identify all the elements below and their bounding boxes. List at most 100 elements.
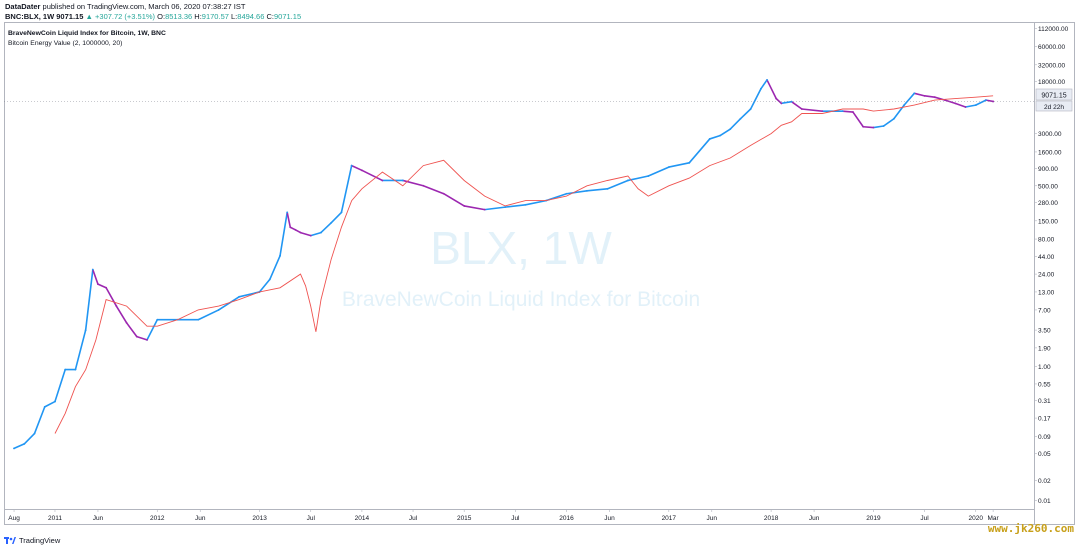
price-segment [766,79,778,100]
legend-series-indicator[interactable]: Bitcoin Energy Value (2, 1000000, 20) [8,40,123,47]
price-point [841,110,844,113]
price-segment [760,79,768,90]
price-segment [985,99,994,103]
price-point [54,400,56,403]
price-point [289,226,292,229]
price-point [821,110,824,113]
x-tick-label: 2017 [662,515,677,522]
y-tick-label: 112000.00 [1038,26,1069,33]
watermark-symbol: BLX, 1W [430,222,612,274]
price-point [766,79,768,81]
price-point [422,184,425,187]
price-segment [862,125,875,129]
price-segment [97,283,107,289]
low-value: 8494.66 [237,12,265,21]
price-segment [197,309,220,321]
price-point [294,228,297,231]
price-point [268,278,271,281]
x-tick-label: Jul [307,515,316,522]
price-point [729,128,732,131]
price-segment [340,164,353,214]
price-segment [964,104,977,108]
price-segment [882,117,895,127]
x-tick-label: 2016 [559,515,574,522]
price-point [667,166,670,168]
price-segment [790,100,803,110]
price-segment [483,206,506,211]
x-tick-label: 2020 [968,515,983,522]
ohlc-bar: BNC:BLX, 1W 9071.15 ▲ +307.72 (+3.51%) O… [5,12,301,21]
y-tick-label: 900.00 [1038,166,1058,173]
price-segment [974,99,987,106]
tradingview-logo-icon[interactable] [4,535,16,545]
price-point [13,447,15,450]
brand-label[interactable]: TradingView [19,535,61,545]
price-point [309,234,312,237]
price-segment [944,99,957,105]
price-point [775,97,778,100]
price-point [933,96,936,99]
price-point [156,318,159,321]
price-segment [775,97,783,105]
y-tick-label: 0.55 [1038,381,1051,388]
price-point [985,99,987,102]
price-segment [74,329,87,371]
legend-series-price[interactable]: BraveNewCoin Liquid Index for Bitcoin, 1… [8,30,166,37]
x-tick-label: 2013 [252,515,267,522]
y-tick-label: 1.00 [1038,364,1051,371]
price-point [882,125,885,127]
price-segment [903,92,916,106]
y-tick-label: 80.00 [1038,237,1055,244]
price-point [125,321,128,324]
change-up-icon: ▲ [85,12,93,21]
price-point [606,187,609,190]
x-tick-label: Jun [93,515,104,522]
change-value: +307.72 (+3.51%) [95,12,156,21]
price-segment [719,128,731,137]
price-segment [115,305,128,324]
x-tick-label: 2014 [355,515,370,522]
price-segment [125,321,138,338]
price-point [43,405,46,408]
open-label: O: [157,12,166,21]
price-segment [402,179,425,187]
price-point [91,268,94,271]
price-segment [954,102,967,108]
price-point [84,329,87,332]
price-point [197,318,200,321]
price-point [964,106,967,108]
price-point [524,203,527,206]
price-segment [43,400,56,408]
price-segment [350,164,363,172]
price-point [862,125,865,128]
price-point [759,87,762,90]
price-point [719,134,721,137]
footer: TradingView [4,535,60,545]
high-value: 9170.57 [201,12,229,21]
price-segment [269,255,281,281]
author-name[interactable]: DataDater [5,2,41,11]
x-tick-label: 2012 [150,515,165,522]
watermark-name: BraveNewCoin Liquid Index for Bitcoin [342,288,700,311]
y-tick-label: 18000.00 [1038,79,1065,86]
x-tick-label: Jul [409,515,418,522]
price-point [852,111,854,113]
price-point [217,309,220,311]
price-point [146,338,148,341]
x-tick-label: Jun [604,515,615,522]
price-point [688,161,691,164]
price-segment [258,278,271,293]
publish-info: DataDater published on TradingView.com, … [5,2,245,11]
price-point [483,208,486,211]
price-chart[interactable]: BLX, 1W BraveNewCoin Liquid Index for Bi… [4,22,1075,525]
price-point [360,169,363,172]
y-tick-label: 3.50 [1038,328,1051,335]
price-point [97,283,99,286]
price-point [286,211,289,214]
price-segment [330,211,343,224]
y-tick-label: 150.00 [1038,218,1058,225]
price-segment [841,110,854,113]
chart-legend: BraveNewCoin Liquid Index for Bitcoin, 1… [8,29,166,49]
x-tick-label: Jun [195,515,206,522]
price-point [586,189,588,192]
